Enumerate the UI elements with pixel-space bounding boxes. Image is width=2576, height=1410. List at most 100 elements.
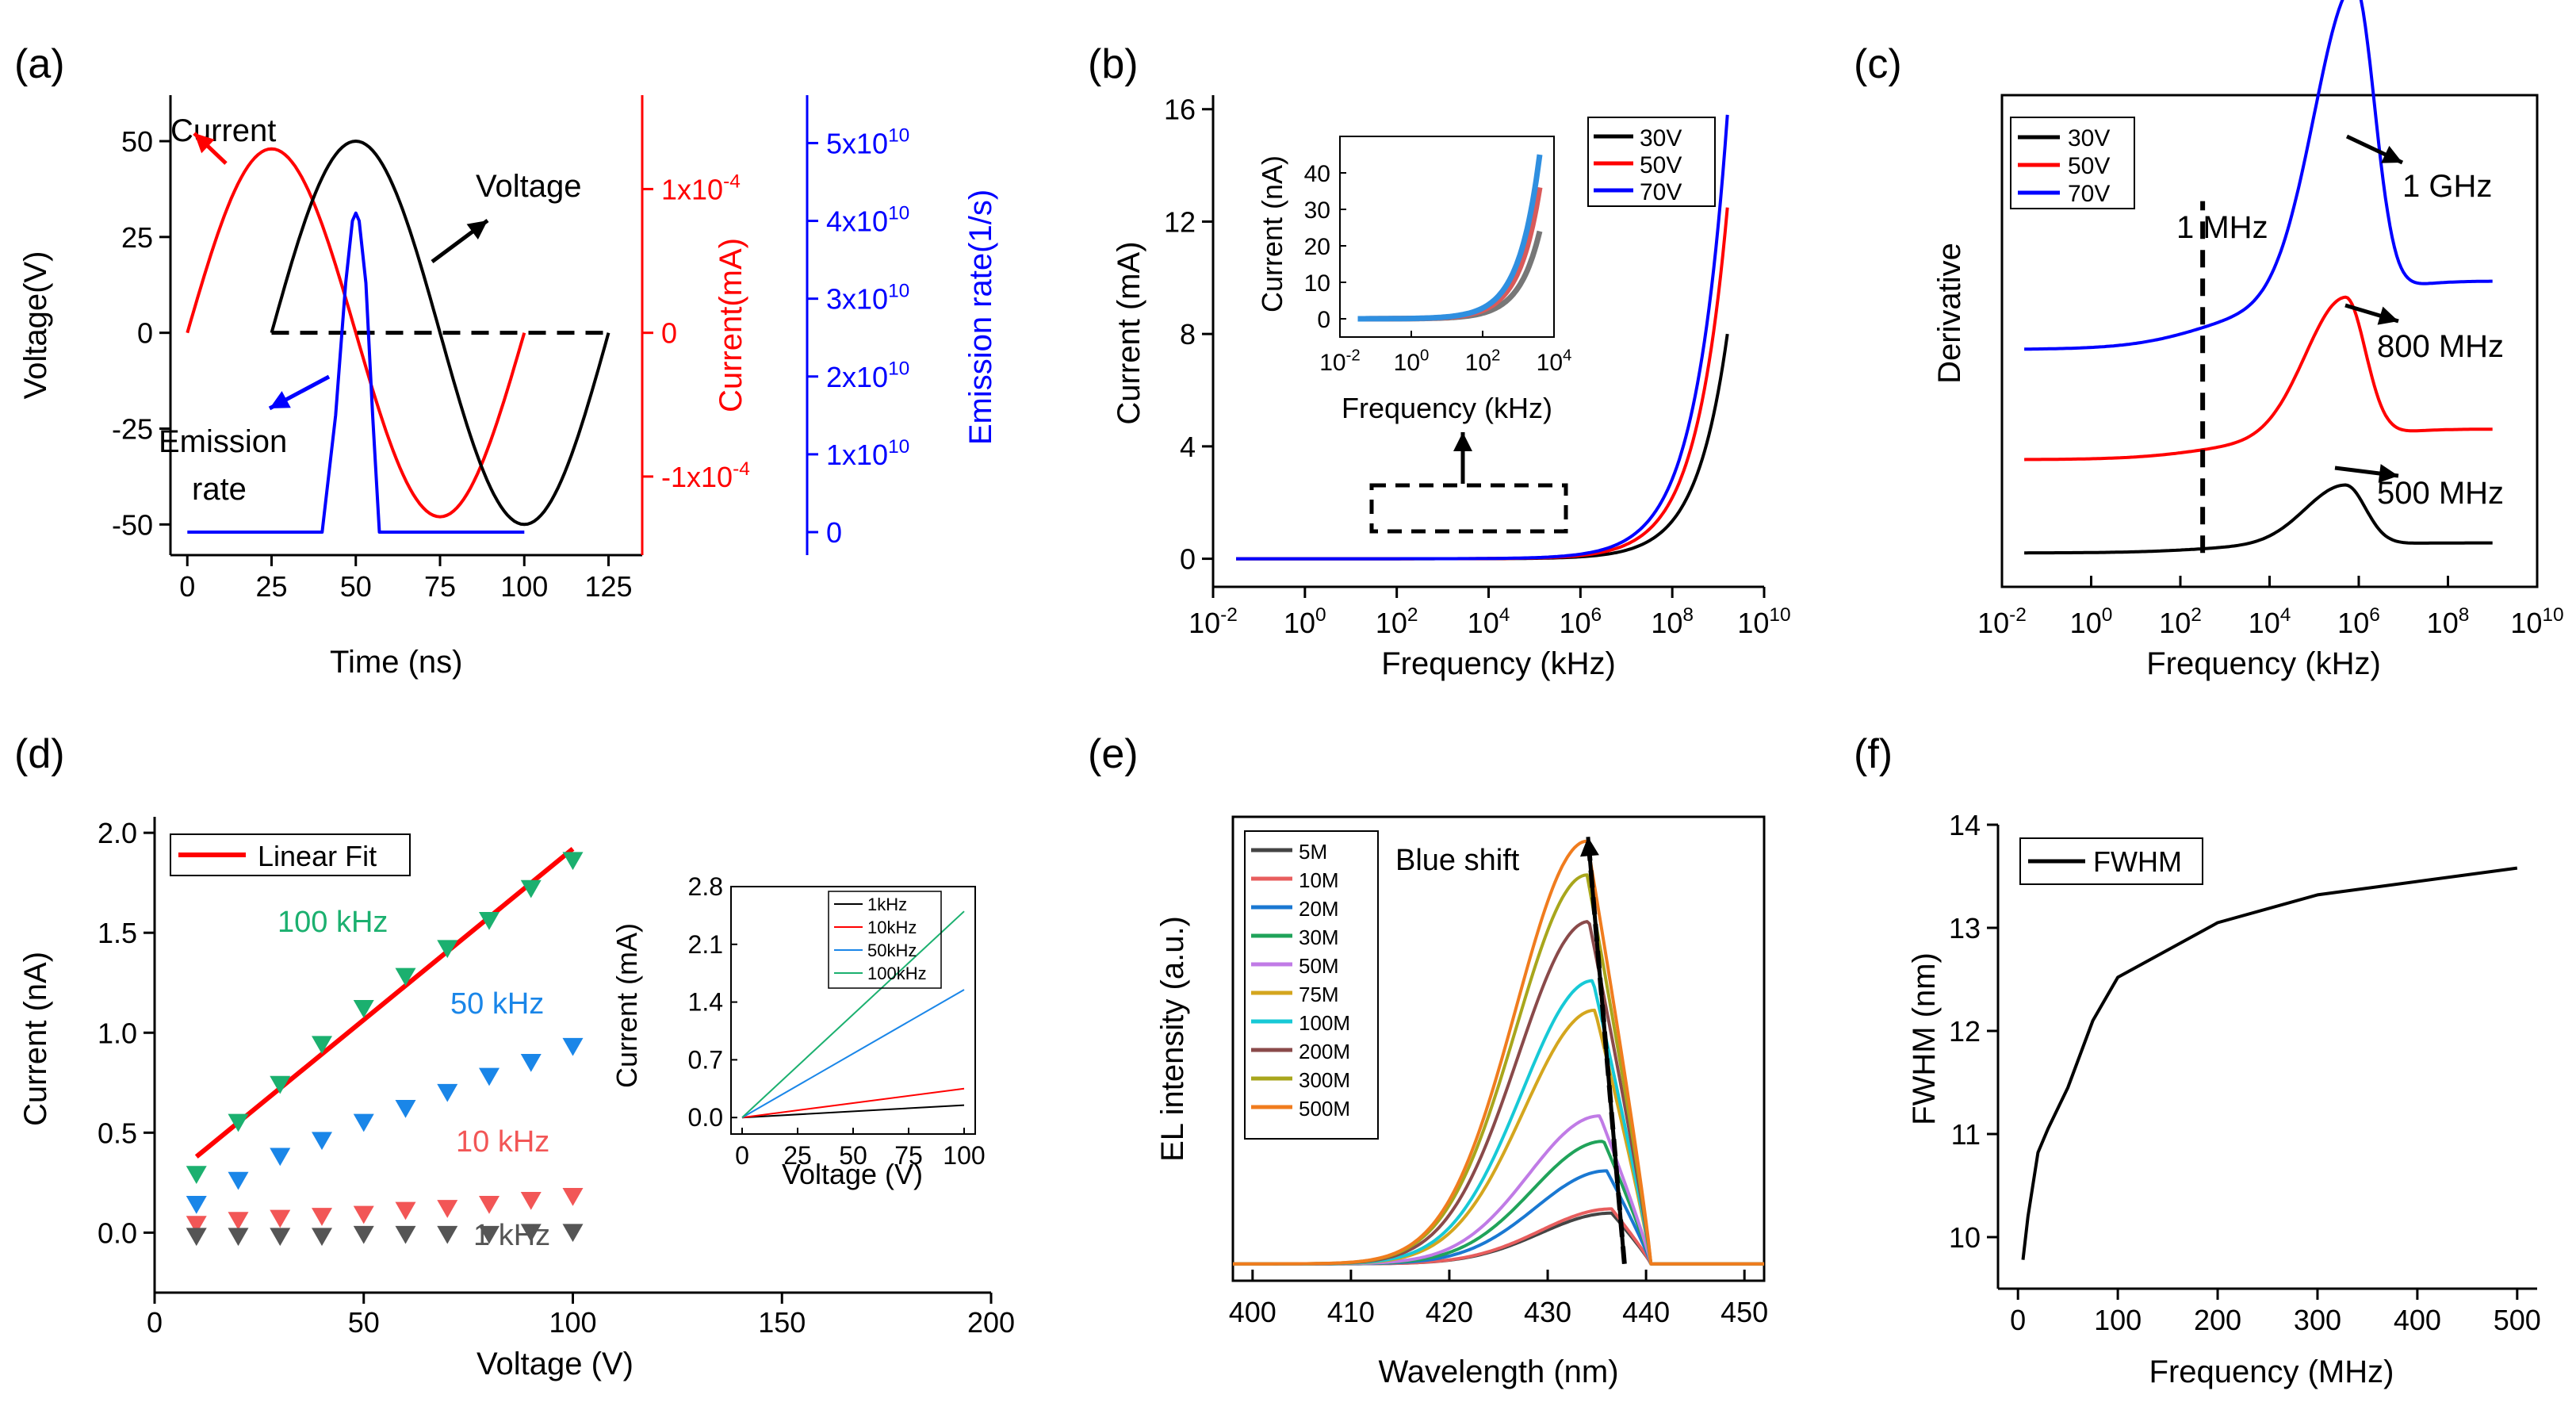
panel-label-c: (c) — [1854, 41, 1902, 87]
b-inset-ytick-label-3: 30 — [1304, 197, 1330, 224]
a-series-emission — [187, 211, 525, 534]
a-xtick-label-0: 0 — [179, 570, 195, 603]
b-inset-ylabel: Current (nA) — [1256, 155, 1288, 312]
c-legend-label-1: 50V — [2068, 153, 2110, 179]
d-ytick-label-4: 2.0 — [98, 817, 137, 849]
c-series-70V — [2024, 0, 2493, 351]
e-legend-label-8: 300M — [1299, 1068, 1350, 1092]
d-xtick-label-1: 50 — [348, 1306, 380, 1339]
d-point-3-9 — [562, 1224, 584, 1243]
a-annot-current: Current — [170, 113, 276, 148]
d-xtick-label-2: 100 — [549, 1306, 596, 1339]
f-series-fwhm — [2021, 866, 2518, 1260]
d-inset-legend-label-0: 1kHz — [867, 895, 907, 914]
panel-label-f: (f) — [1854, 731, 1893, 777]
d-inset-xtick-label-2: 50 — [839, 1141, 867, 1170]
e-legend-label-9: 500M — [1299, 1097, 1350, 1121]
d-inset-xtick-label-4: 100 — [943, 1141, 985, 1170]
e-annot-blueshift: Blue shift — [1395, 844, 1520, 877]
e-legend-box — [1244, 830, 1379, 1140]
a-y3tick-label-2: 3x1010 — [826, 281, 909, 316]
b-legend-label-2: 70V — [1640, 179, 1682, 205]
a-xlabel: Time (ns) — [330, 645, 462, 680]
d-ytick-label-1: 0.5 — [98, 1117, 137, 1149]
a-arrow-voltage-head — [466, 220, 488, 239]
c-xtick-label-3: 104 — [2249, 604, 2291, 639]
d-point-2-7 — [479, 1196, 500, 1214]
f-ytick-label-2: 12 — [1949, 1015, 1981, 1048]
c-xtick-label-6: 1010 — [2510, 604, 2563, 639]
a-arrow-current-head — [194, 133, 215, 154]
d-inset-xtick-label-0: 0 — [735, 1141, 749, 1170]
e-series-500M — [1233, 839, 1764, 1266]
d-xtick-label-0: 0 — [147, 1306, 163, 1339]
b-xtick-label-2: 102 — [1376, 604, 1418, 639]
d-point-3-7 — [479, 1225, 500, 1244]
d-inset-series-1 — [741, 1087, 965, 1119]
f-legend-label: FWHM — [2093, 845, 2182, 878]
c-xtick-label-0: 10-2 — [1977, 604, 2027, 639]
c-arrow-1ghz-head — [2381, 145, 2402, 163]
d-point-0-1 — [228, 1113, 249, 1132]
d-point-1-7 — [479, 1067, 500, 1086]
c-legend-label-2: 70V — [2068, 181, 2110, 207]
d-inset-xtick-label-3: 75 — [894, 1141, 923, 1170]
d-inset-ytick-label-2: 1.4 — [688, 988, 723, 1017]
e-legend-label-1: 10M — [1299, 868, 1339, 892]
d-point-2-8 — [520, 1191, 542, 1210]
b-xtick-label-0: 10-2 — [1188, 604, 1238, 639]
b-inset-xlabel: Frequency (kHz) — [1342, 392, 1552, 424]
c-annot-1mhz: 1 MHz — [2176, 210, 2268, 245]
c-xlabel: Frequency (kHz) — [2146, 646, 2381, 681]
a-annot-rate: rate — [192, 472, 247, 507]
d-point-3-1 — [228, 1228, 249, 1247]
d-ytick-label-2: 1.0 — [98, 1017, 137, 1049]
d-point-1-6 — [437, 1083, 458, 1102]
e-ylabel: EL intensity (a.u.) — [1155, 916, 1190, 1162]
a-y2tick-label-0: 1x10-4 — [661, 171, 741, 205]
e-dashed-shift — [1585, 837, 1627, 1264]
a-xtick-label-4: 100 — [500, 570, 548, 603]
a-xtick-label-5: 125 — [584, 570, 632, 603]
d-point-3-5 — [395, 1225, 416, 1244]
c-series-30V — [2024, 483, 2493, 555]
d-point-1-8 — [520, 1054, 542, 1072]
b-inset-frame — [1339, 136, 1555, 338]
d-point-3-0 — [186, 1228, 207, 1247]
b-ylabel: Current (mA) — [1112, 241, 1146, 424]
e-legend-label-7: 200M — [1299, 1040, 1350, 1063]
d-point-1-9 — [562, 1037, 584, 1056]
d-point-1-0 — [186, 1196, 207, 1214]
e-legend-label-6: 100M — [1299, 1011, 1350, 1035]
a-series-voltage — [270, 140, 611, 527]
c-legend-box — [2010, 117, 2135, 209]
f-ytick-label-0: 10 — [1949, 1221, 1981, 1254]
b-xtick-label-5: 108 — [1651, 604, 1694, 639]
d-legend-box — [170, 833, 411, 876]
d-point-1-5 — [395, 1100, 416, 1118]
a-ytick-label-2: 0 — [137, 317, 153, 350]
d-label-1k: 1 kHz — [473, 1219, 550, 1252]
panel-label-e: (e) — [1088, 731, 1139, 777]
b-ytick-label-0: 0 — [1180, 543, 1196, 576]
f-xtick-label-4: 400 — [2394, 1304, 2441, 1336]
f-xtick-label-3: 300 — [2294, 1304, 2341, 1336]
d-xtick-label-3: 150 — [758, 1306, 806, 1339]
e-legend-label-2: 20M — [1299, 897, 1339, 921]
d-point-2-0 — [186, 1216, 207, 1234]
d-fit-line — [194, 847, 575, 1159]
d-point-0-8 — [520, 879, 542, 898]
e-series-30M — [1233, 1140, 1764, 1266]
a-y3tick-label-1: 4x1010 — [826, 202, 909, 237]
d-point-0-5 — [395, 967, 416, 987]
c-ylabel: Derivative — [1932, 243, 1967, 384]
b-inset-ytick-label-4: 40 — [1304, 161, 1330, 187]
e-series-5M — [1233, 1211, 1764, 1266]
d-inset-frame — [730, 886, 976, 1135]
d-inset-legend-label-3: 100kHz — [867, 964, 927, 983]
c-annot-1ghz: 1 GHz — [2402, 169, 2492, 204]
d-point-0-2 — [270, 1075, 291, 1094]
a-ylabel3: Emission rate(1/s) — [963, 190, 998, 445]
a-y3tick-label-4: 1x1010 — [826, 436, 909, 471]
b-xtick-label-4: 106 — [1560, 604, 1602, 639]
